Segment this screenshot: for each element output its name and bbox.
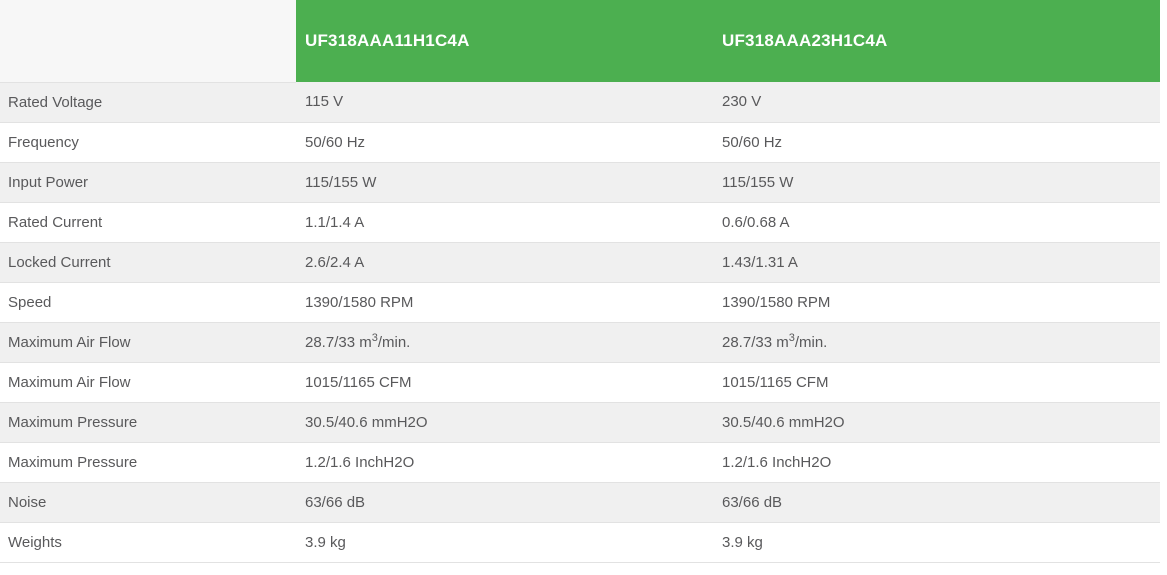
header-corner-cell	[0, 0, 296, 83]
spec-row: Input Power 115/155 W 115/155 W	[0, 162, 1160, 203]
spec-value-model-1: 115 V	[296, 82, 713, 123]
spec-value-model-1: 1015/1165 CFM	[296, 362, 713, 403]
spec-value-model-1: 30.5/40.6 mmH2O	[296, 402, 713, 443]
spec-value-model-2: 30.5/40.6 mmH2O	[713, 402, 1160, 443]
spec-value-model-1: 115/155 W	[296, 162, 713, 203]
spec-table-body: Rated Voltage 115 V 230 V Frequency 50/6…	[0, 82, 1160, 563]
spec-row: Rated Voltage 115 V 230 V	[0, 82, 1160, 123]
spec-row: Noise 63/66 dB 63/66 dB	[0, 482, 1160, 523]
header-row: UF318AAA11H1C4A UF318AAA23H1C4A	[0, 0, 1160, 83]
header-model-2: UF318AAA23H1C4A	[713, 0, 1160, 82]
spec-row: Weights 3.9 kg 3.9 kg	[0, 522, 1160, 563]
spec-label: Maximum Pressure	[0, 402, 296, 443]
header-model-1: UF318AAA11H1C4A	[296, 0, 713, 82]
spec-row: Maximum Pressure 1.2/1.6 InchH2O 1.2/1.6…	[0, 442, 1160, 483]
spec-value-model-2: 28.7/33 m3/min.	[713, 322, 1160, 363]
spec-row: Maximum Air Flow 1015/1165 CFM 1015/1165…	[0, 362, 1160, 403]
spec-row: Locked Current 2.6/2.4 A 1.43/1.31 A	[0, 242, 1160, 283]
spec-label: Maximum Air Flow	[0, 362, 296, 403]
spec-label: Rated Current	[0, 202, 296, 243]
spec-value-model-2: 1390/1580 RPM	[713, 282, 1160, 323]
spec-row: Speed 1390/1580 RPM 1390/1580 RPM	[0, 282, 1160, 323]
spec-label: Maximum Pressure	[0, 442, 296, 483]
spec-value-model-2: 230 V	[713, 82, 1160, 123]
spec-value-model-1: 28.7/33 m3/min.	[296, 322, 713, 363]
spec-value-model-1: 1390/1580 RPM	[296, 282, 713, 323]
spec-value-model-2: 63/66 dB	[713, 482, 1160, 523]
spec-label: Maximum Air Flow	[0, 322, 296, 363]
spec-value-model-2: 0.6/0.68 A	[713, 202, 1160, 243]
spec-table-header: UF318AAA11H1C4A UF318AAA23H1C4A	[0, 0, 1160, 83]
spec-value-model-2: 1.43/1.31 A	[713, 242, 1160, 283]
spec-row: Frequency 50/60 Hz 50/60 Hz	[0, 122, 1160, 163]
spec-row: Maximum Pressure 30.5/40.6 mmH2O 30.5/40…	[0, 402, 1160, 443]
spec-label: Weights	[0, 522, 296, 563]
spec-table: UF318AAA11H1C4A UF318AAA23H1C4A Rated Vo…	[0, 0, 1160, 563]
spec-value-model-1: 50/60 Hz	[296, 122, 713, 163]
spec-label: Frequency	[0, 122, 296, 163]
spec-row: Maximum Air Flow 28.7/33 m3/min. 28.7/33…	[0, 322, 1160, 363]
spec-value-model-2: 1.2/1.6 InchH2O	[713, 442, 1160, 483]
spec-value-model-2: 3.9 kg	[713, 522, 1160, 563]
spec-label: Locked Current	[0, 242, 296, 283]
spec-label: Input Power	[0, 162, 296, 203]
spec-value-model-1: 1.1/1.4 A	[296, 202, 713, 243]
spec-label: Speed	[0, 282, 296, 323]
spec-value-model-1: 2.6/2.4 A	[296, 242, 713, 283]
spec-value-model-1: 63/66 dB	[296, 482, 713, 523]
spec-value-model-1: 1.2/1.6 InchH2O	[296, 442, 713, 483]
spec-value-model-2: 50/60 Hz	[713, 122, 1160, 163]
spec-value-model-1: 3.9 kg	[296, 522, 713, 563]
spec-value-model-2: 1015/1165 CFM	[713, 362, 1160, 403]
spec-label: Noise	[0, 482, 296, 523]
spec-value-model-2: 115/155 W	[713, 162, 1160, 203]
spec-row: Rated Current 1.1/1.4 A 0.6/0.68 A	[0, 202, 1160, 243]
spec-label: Rated Voltage	[0, 82, 296, 123]
